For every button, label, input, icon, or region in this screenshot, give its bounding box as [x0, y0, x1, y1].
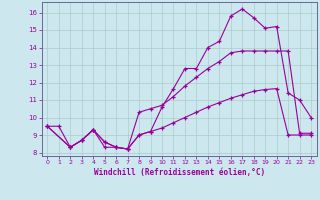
X-axis label: Windchill (Refroidissement éolien,°C): Windchill (Refroidissement éolien,°C): [94, 168, 265, 177]
